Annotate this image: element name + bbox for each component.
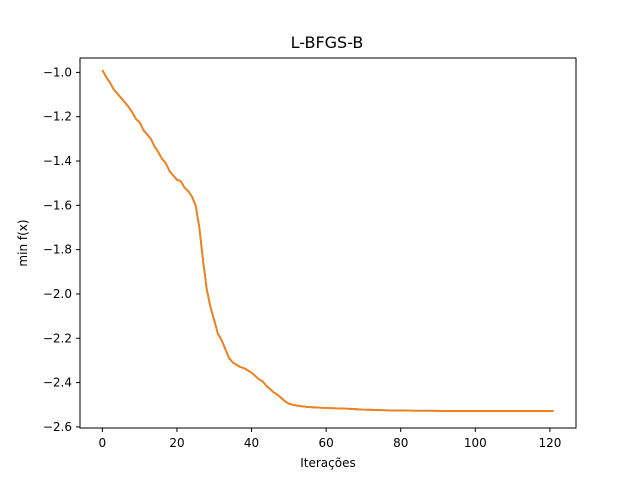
y-tick-label: −2.2 [43, 331, 72, 345]
y-tick-label: −1.8 [43, 243, 72, 257]
x-axis-label: Iterações [300, 456, 356, 470]
chart-title: L-BFGS-B [291, 33, 364, 52]
y-tick-label: −1.4 [43, 154, 72, 168]
y-tick-label: −1.2 [43, 110, 72, 124]
x-tick-label: 60 [318, 436, 333, 450]
y-tick-label: −1.6 [43, 198, 72, 212]
series-line-1 [101, 69, 554, 412]
x-tick-label: 20 [169, 436, 184, 450]
y-axis-label: min f(x) [16, 219, 30, 266]
x-tick-label: 80 [393, 436, 408, 450]
y-tick-label: −2.0 [43, 287, 72, 301]
series-line-2 [101, 69, 554, 412]
y-tick-label: −2.4 [43, 376, 72, 390]
x-axis: 0 20 40 60 80 100 120 [99, 428, 561, 450]
x-tick-label: 100 [464, 436, 487, 450]
y-axis: −1.0 −1.2 −1.4 −1.6 −1.8 −2.0 −2.2 −2.4 −2.6 [43, 65, 80, 434]
x-tick-label: 120 [538, 436, 561, 450]
plot-area [101, 69, 554, 412]
series-layer [101, 69, 554, 412]
y-tick-label: −1.0 [43, 65, 72, 79]
y-tick-label: −2.6 [43, 420, 72, 434]
x-tick-label: 40 [244, 436, 259, 450]
x-tick-label: 0 [99, 436, 107, 450]
axes-frame [79, 57, 577, 429]
